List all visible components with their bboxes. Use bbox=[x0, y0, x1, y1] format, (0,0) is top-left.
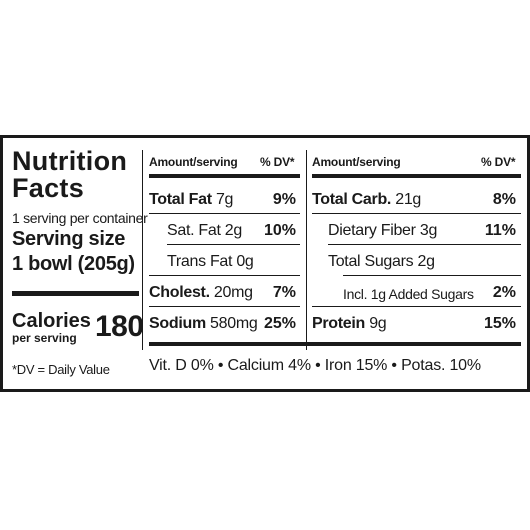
cholesterol-dv: 7% bbox=[272, 284, 296, 301]
title-facts: Facts bbox=[12, 173, 85, 203]
nutrition-facts-panel: Nutrition Facts 1 serving per container … bbox=[0, 135, 530, 392]
protein-dv: 15% bbox=[483, 315, 516, 332]
cholesterol-row: Cholest. 20mg bbox=[149, 284, 253, 301]
row-rule bbox=[343, 275, 521, 276]
right-header-rule bbox=[312, 174, 521, 178]
right-amount-header: Amount/serving bbox=[312, 155, 401, 169]
vitamins-minerals: Vit. D 0% • Calcium 4% • Iron 15% • Pota… bbox=[149, 357, 481, 374]
sat-fat-dv: 10% bbox=[263, 222, 296, 239]
trans-fat-row: Trans Fat 0g bbox=[167, 253, 254, 270]
added-sugars-row: Incl. 1g Added Sugars bbox=[343, 286, 474, 302]
total-carb-row: Total Carb. 21g bbox=[312, 191, 422, 208]
row-rule bbox=[149, 213, 300, 214]
sodium-row: Sodium 580mg bbox=[149, 315, 258, 332]
total-fat-dv: 9% bbox=[272, 191, 296, 208]
row-rule bbox=[312, 306, 521, 307]
left-header-rule bbox=[149, 174, 300, 178]
row-rule bbox=[149, 275, 300, 276]
sodium-dv: 25% bbox=[263, 315, 296, 332]
added-sugars-dv: 2% bbox=[492, 284, 516, 301]
left-divider bbox=[142, 150, 143, 350]
title-nutrition: Nutrition bbox=[12, 146, 128, 176]
calories-label: Calories bbox=[12, 310, 91, 332]
total-fat-row: Total Fat 7g bbox=[149, 191, 234, 208]
dietary-fiber-row: Dietary Fiber 3g bbox=[328, 222, 438, 239]
serving-divider bbox=[12, 291, 139, 296]
calories-value: 180 bbox=[95, 310, 144, 343]
sat-fat-row: Sat. Fat 2g bbox=[167, 222, 242, 239]
center-divider bbox=[306, 150, 307, 350]
vitamins-rule bbox=[149, 342, 521, 346]
daily-value-note: *DV = Daily Value bbox=[12, 362, 110, 377]
left-column: Nutrition Facts 1 serving per container … bbox=[12, 146, 148, 276]
total-carb-dv: 8% bbox=[492, 191, 516, 208]
dietary-fiber-dv: 11% bbox=[484, 222, 516, 239]
row-rule bbox=[328, 244, 521, 245]
calories-subtitle: per serving bbox=[12, 331, 77, 345]
left-amount-header: Amount/serving bbox=[149, 155, 238, 169]
serving-size-label: Serving size bbox=[12, 228, 126, 250]
serving-size-value: 1 bowl (205g) bbox=[12, 253, 135, 275]
total-sugars-row: Total Sugars 2g bbox=[328, 253, 435, 270]
row-rule bbox=[312, 213, 521, 214]
right-dv-header: % DV* bbox=[481, 155, 516, 169]
row-rule bbox=[149, 306, 300, 307]
row-rule bbox=[167, 244, 300, 245]
left-dv-header: % DV* bbox=[260, 155, 295, 169]
servings-per-container: 1 serving per container bbox=[12, 210, 148, 226]
protein-row: Protein 9g bbox=[312, 315, 387, 332]
